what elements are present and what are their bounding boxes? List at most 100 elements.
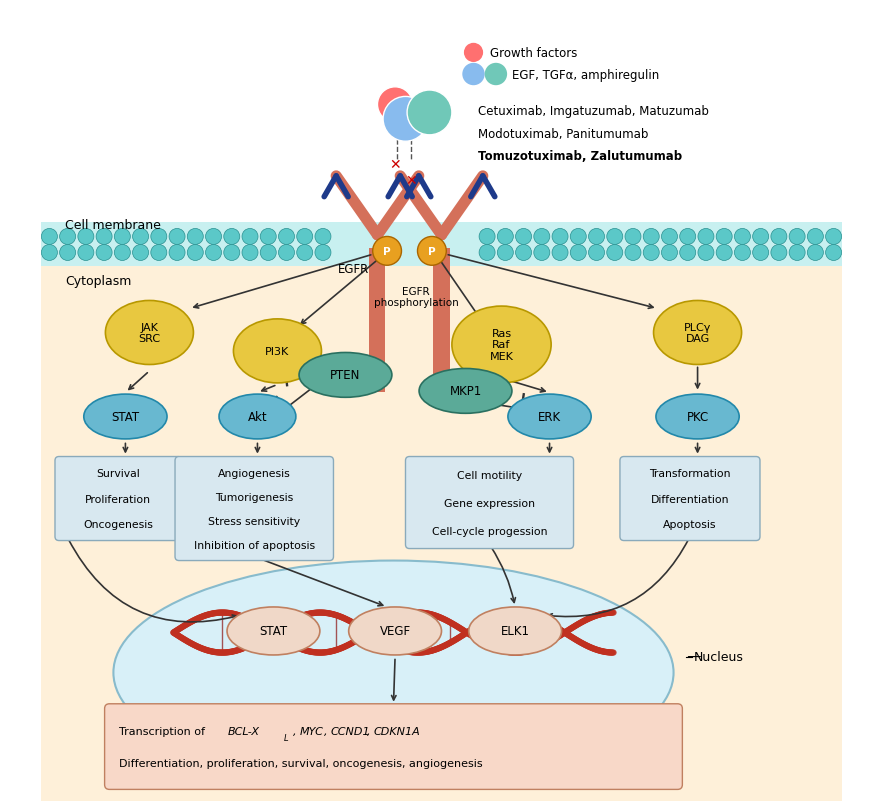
Text: Cell motility: Cell motility <box>457 470 522 480</box>
Text: Modotuximab, Panitumumab: Modotuximab, Panitumumab <box>478 128 648 140</box>
FancyBboxPatch shape <box>175 457 334 561</box>
Text: EGF, TGFα, amphiregulin: EGF, TGFα, amphiregulin <box>512 68 660 82</box>
Text: Nucleus: Nucleus <box>693 650 743 663</box>
Circle shape <box>114 245 131 261</box>
Text: L: L <box>283 733 289 743</box>
Circle shape <box>497 245 513 261</box>
Circle shape <box>789 229 805 245</box>
Bar <box>42 249 841 802</box>
Text: Cytoplasm: Cytoplasm <box>65 274 132 288</box>
Circle shape <box>534 229 550 245</box>
Circle shape <box>826 245 841 261</box>
Circle shape <box>78 245 94 261</box>
Text: Ras
Raf
MEK: Ras Raf MEK <box>489 329 513 362</box>
Text: Differentiation: Differentiation <box>651 494 729 504</box>
Text: VEGF: VEGF <box>380 625 411 638</box>
Circle shape <box>373 237 402 266</box>
Text: BCL-X: BCL-X <box>228 727 260 736</box>
Circle shape <box>383 97 428 142</box>
Circle shape <box>377 87 412 123</box>
Text: STAT: STAT <box>260 625 288 638</box>
Circle shape <box>643 245 660 261</box>
Ellipse shape <box>452 306 551 383</box>
Ellipse shape <box>419 369 512 414</box>
Circle shape <box>297 229 313 245</box>
Text: ,: , <box>293 727 300 736</box>
Circle shape <box>242 245 258 261</box>
Text: Transformation: Transformation <box>649 468 731 479</box>
Ellipse shape <box>219 395 296 439</box>
Bar <box>369 249 386 393</box>
Ellipse shape <box>653 301 742 365</box>
Circle shape <box>96 245 112 261</box>
Circle shape <box>516 229 532 245</box>
Ellipse shape <box>233 319 321 383</box>
Circle shape <box>826 229 841 245</box>
Text: Transcription of: Transcription of <box>119 727 208 736</box>
Text: PI3K: PI3K <box>265 346 290 356</box>
Text: Survival: Survival <box>96 468 140 479</box>
Ellipse shape <box>508 395 591 439</box>
Circle shape <box>752 245 769 261</box>
Circle shape <box>607 229 623 245</box>
Circle shape <box>680 245 696 261</box>
Circle shape <box>771 229 787 245</box>
Ellipse shape <box>105 301 193 365</box>
Circle shape <box>260 245 276 261</box>
Circle shape <box>260 229 276 245</box>
Circle shape <box>132 245 148 261</box>
Text: Tomuzotuximab, Zalutumumab: Tomuzotuximab, Zalutumumab <box>478 150 682 163</box>
Text: PKC: PKC <box>686 411 709 423</box>
Text: Apoptosis: Apoptosis <box>663 519 717 529</box>
Circle shape <box>625 229 641 245</box>
Circle shape <box>278 245 295 261</box>
Circle shape <box>552 245 568 261</box>
Text: CDKN1A: CDKN1A <box>374 727 420 736</box>
Circle shape <box>223 229 240 245</box>
Circle shape <box>643 229 660 245</box>
Ellipse shape <box>299 353 392 398</box>
Circle shape <box>588 229 605 245</box>
Circle shape <box>588 245 605 261</box>
Bar <box>42 223 841 267</box>
Text: MKP1: MKP1 <box>449 385 481 398</box>
Circle shape <box>206 229 222 245</box>
Circle shape <box>223 245 240 261</box>
Circle shape <box>752 229 769 245</box>
Circle shape <box>78 229 94 245</box>
Circle shape <box>206 245 222 261</box>
Circle shape <box>169 245 185 261</box>
Text: ✕: ✕ <box>405 174 417 188</box>
Ellipse shape <box>227 607 320 655</box>
Text: ,: , <box>367 727 374 736</box>
Text: ELK1: ELK1 <box>501 625 530 638</box>
Ellipse shape <box>349 607 442 655</box>
Circle shape <box>680 229 696 245</box>
Circle shape <box>169 229 185 245</box>
Text: Gene expression: Gene expression <box>444 498 535 508</box>
Text: Cell-cycle progession: Cell-cycle progession <box>432 526 547 536</box>
Circle shape <box>60 229 76 245</box>
Text: EGFR
phosphorylation: EGFR phosphorylation <box>374 286 458 308</box>
Circle shape <box>464 44 483 63</box>
Text: MYC: MYC <box>300 727 324 736</box>
Circle shape <box>60 245 76 261</box>
FancyBboxPatch shape <box>405 457 574 549</box>
Text: Stress sensitivity: Stress sensitivity <box>208 516 300 526</box>
Circle shape <box>96 229 112 245</box>
Circle shape <box>418 237 446 266</box>
Circle shape <box>132 229 148 245</box>
Circle shape <box>716 245 732 261</box>
Text: STAT: STAT <box>111 411 140 423</box>
Circle shape <box>771 245 787 261</box>
Ellipse shape <box>113 561 674 784</box>
Text: Oncogenesis: Oncogenesis <box>83 519 153 529</box>
Circle shape <box>698 245 714 261</box>
Circle shape <box>463 63 485 86</box>
Text: ,: , <box>324 727 331 736</box>
Circle shape <box>534 245 550 261</box>
Text: ✕: ✕ <box>389 158 401 172</box>
Circle shape <box>735 245 751 261</box>
Bar <box>434 249 449 393</box>
Circle shape <box>114 229 131 245</box>
